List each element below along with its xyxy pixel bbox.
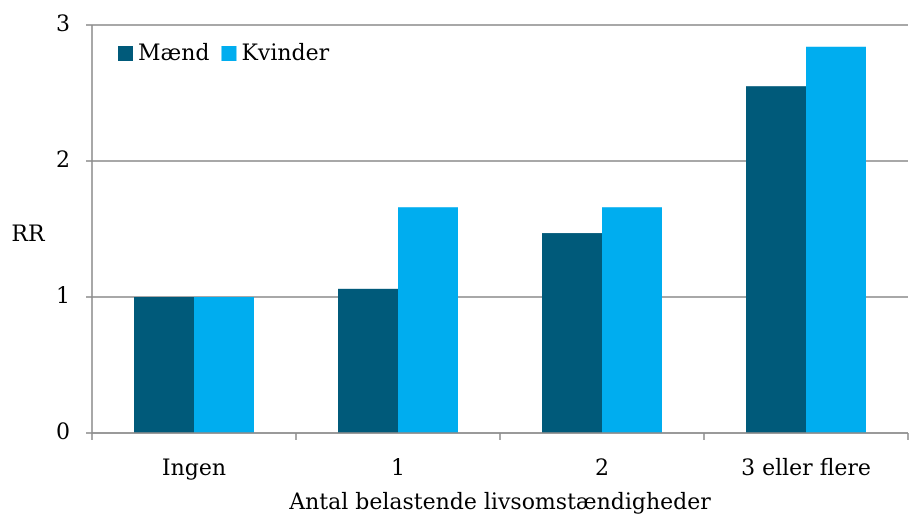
x-tick-label: 1: [391, 456, 405, 481]
bar: [194, 297, 254, 433]
y-tick-label: 1: [56, 284, 70, 309]
y-tick-label: 0: [56, 420, 70, 445]
y-tick-label: 2: [56, 148, 70, 173]
legend-swatch: [221, 46, 237, 61]
x-tick-label: Ingen: [162, 456, 226, 481]
legend-label: Mænd: [138, 41, 209, 66]
x-axis-label: Antal belastende livsomstændigheder: [288, 490, 711, 515]
bar: [134, 297, 194, 433]
bar: [398, 207, 458, 433]
bar: [542, 233, 602, 433]
x-tick-label: 3 eller flere: [741, 456, 871, 481]
bar: [338, 288, 398, 433]
bar: [746, 86, 806, 433]
y-axis-label: RR: [11, 222, 46, 247]
x-tick-label: 2: [595, 456, 609, 481]
bar: [806, 46, 866, 433]
legend-swatch: [118, 46, 133, 61]
y-tick-label: 3: [56, 12, 70, 37]
bar: [602, 207, 662, 433]
legend-label: Kvinder: [241, 41, 329, 66]
